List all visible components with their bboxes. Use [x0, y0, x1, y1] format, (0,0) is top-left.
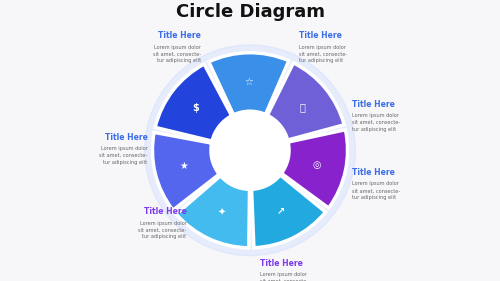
Circle shape: [211, 111, 289, 189]
Text: ⧗: ⧗: [300, 102, 306, 112]
Wedge shape: [282, 130, 348, 208]
Text: ✦: ✦: [217, 207, 226, 217]
Wedge shape: [252, 175, 326, 248]
Text: $: $: [192, 103, 200, 114]
Wedge shape: [268, 63, 344, 140]
Text: Circle Diagram: Circle Diagram: [176, 3, 324, 21]
Text: Title Here: Title Here: [260, 259, 302, 268]
Text: Title Here: Title Here: [352, 168, 396, 177]
Text: Lorem ipsum dolor
sit amet, consecte-
tur adipiscing elit: Lorem ipsum dolor sit amet, consecte- tu…: [260, 272, 308, 281]
Text: Title Here: Title Here: [352, 99, 396, 108]
Wedge shape: [152, 132, 219, 210]
Wedge shape: [176, 176, 250, 248]
Text: ↗: ↗: [276, 206, 284, 216]
Text: Lorem ipsum dolor
sit amet, consecte-
tur adipiscing elit: Lorem ipsum dolor sit amet, consecte- tu…: [153, 45, 201, 64]
Text: Lorem ipsum dolor
sit amet, consecte-
tur adipiscing elit: Lorem ipsum dolor sit amet, consecte- tu…: [299, 45, 347, 64]
Text: Lorem ipsum dolor
sit amet, consecte-
tur adipiscing elit: Lorem ipsum dolor sit amet, consecte- tu…: [100, 146, 148, 165]
Wedge shape: [155, 64, 232, 141]
Text: ☆: ☆: [244, 77, 254, 87]
Text: Lorem ipsum dolor
sit amet, consecte-
tur adipiscing elit: Lorem ipsum dolor sit amet, consecte- tu…: [352, 182, 401, 200]
Text: Title Here: Title Here: [144, 207, 186, 216]
Circle shape: [144, 45, 356, 256]
Text: Lorem ipsum dolor
sit amet, consecte-
tur adipiscing elit: Lorem ipsum dolor sit amet, consecte- tu…: [352, 113, 401, 132]
Text: Title Here: Title Here: [104, 133, 148, 142]
Text: Lorem ipsum dolor
sit amet, consecte-
tur adipiscing elit: Lorem ipsum dolor sit amet, consecte- tu…: [138, 221, 186, 239]
Wedge shape: [209, 53, 289, 115]
Text: ★: ★: [180, 161, 188, 171]
Text: Title Here: Title Here: [299, 31, 342, 40]
Text: ◎: ◎: [312, 160, 321, 169]
Text: Title Here: Title Here: [158, 31, 201, 40]
